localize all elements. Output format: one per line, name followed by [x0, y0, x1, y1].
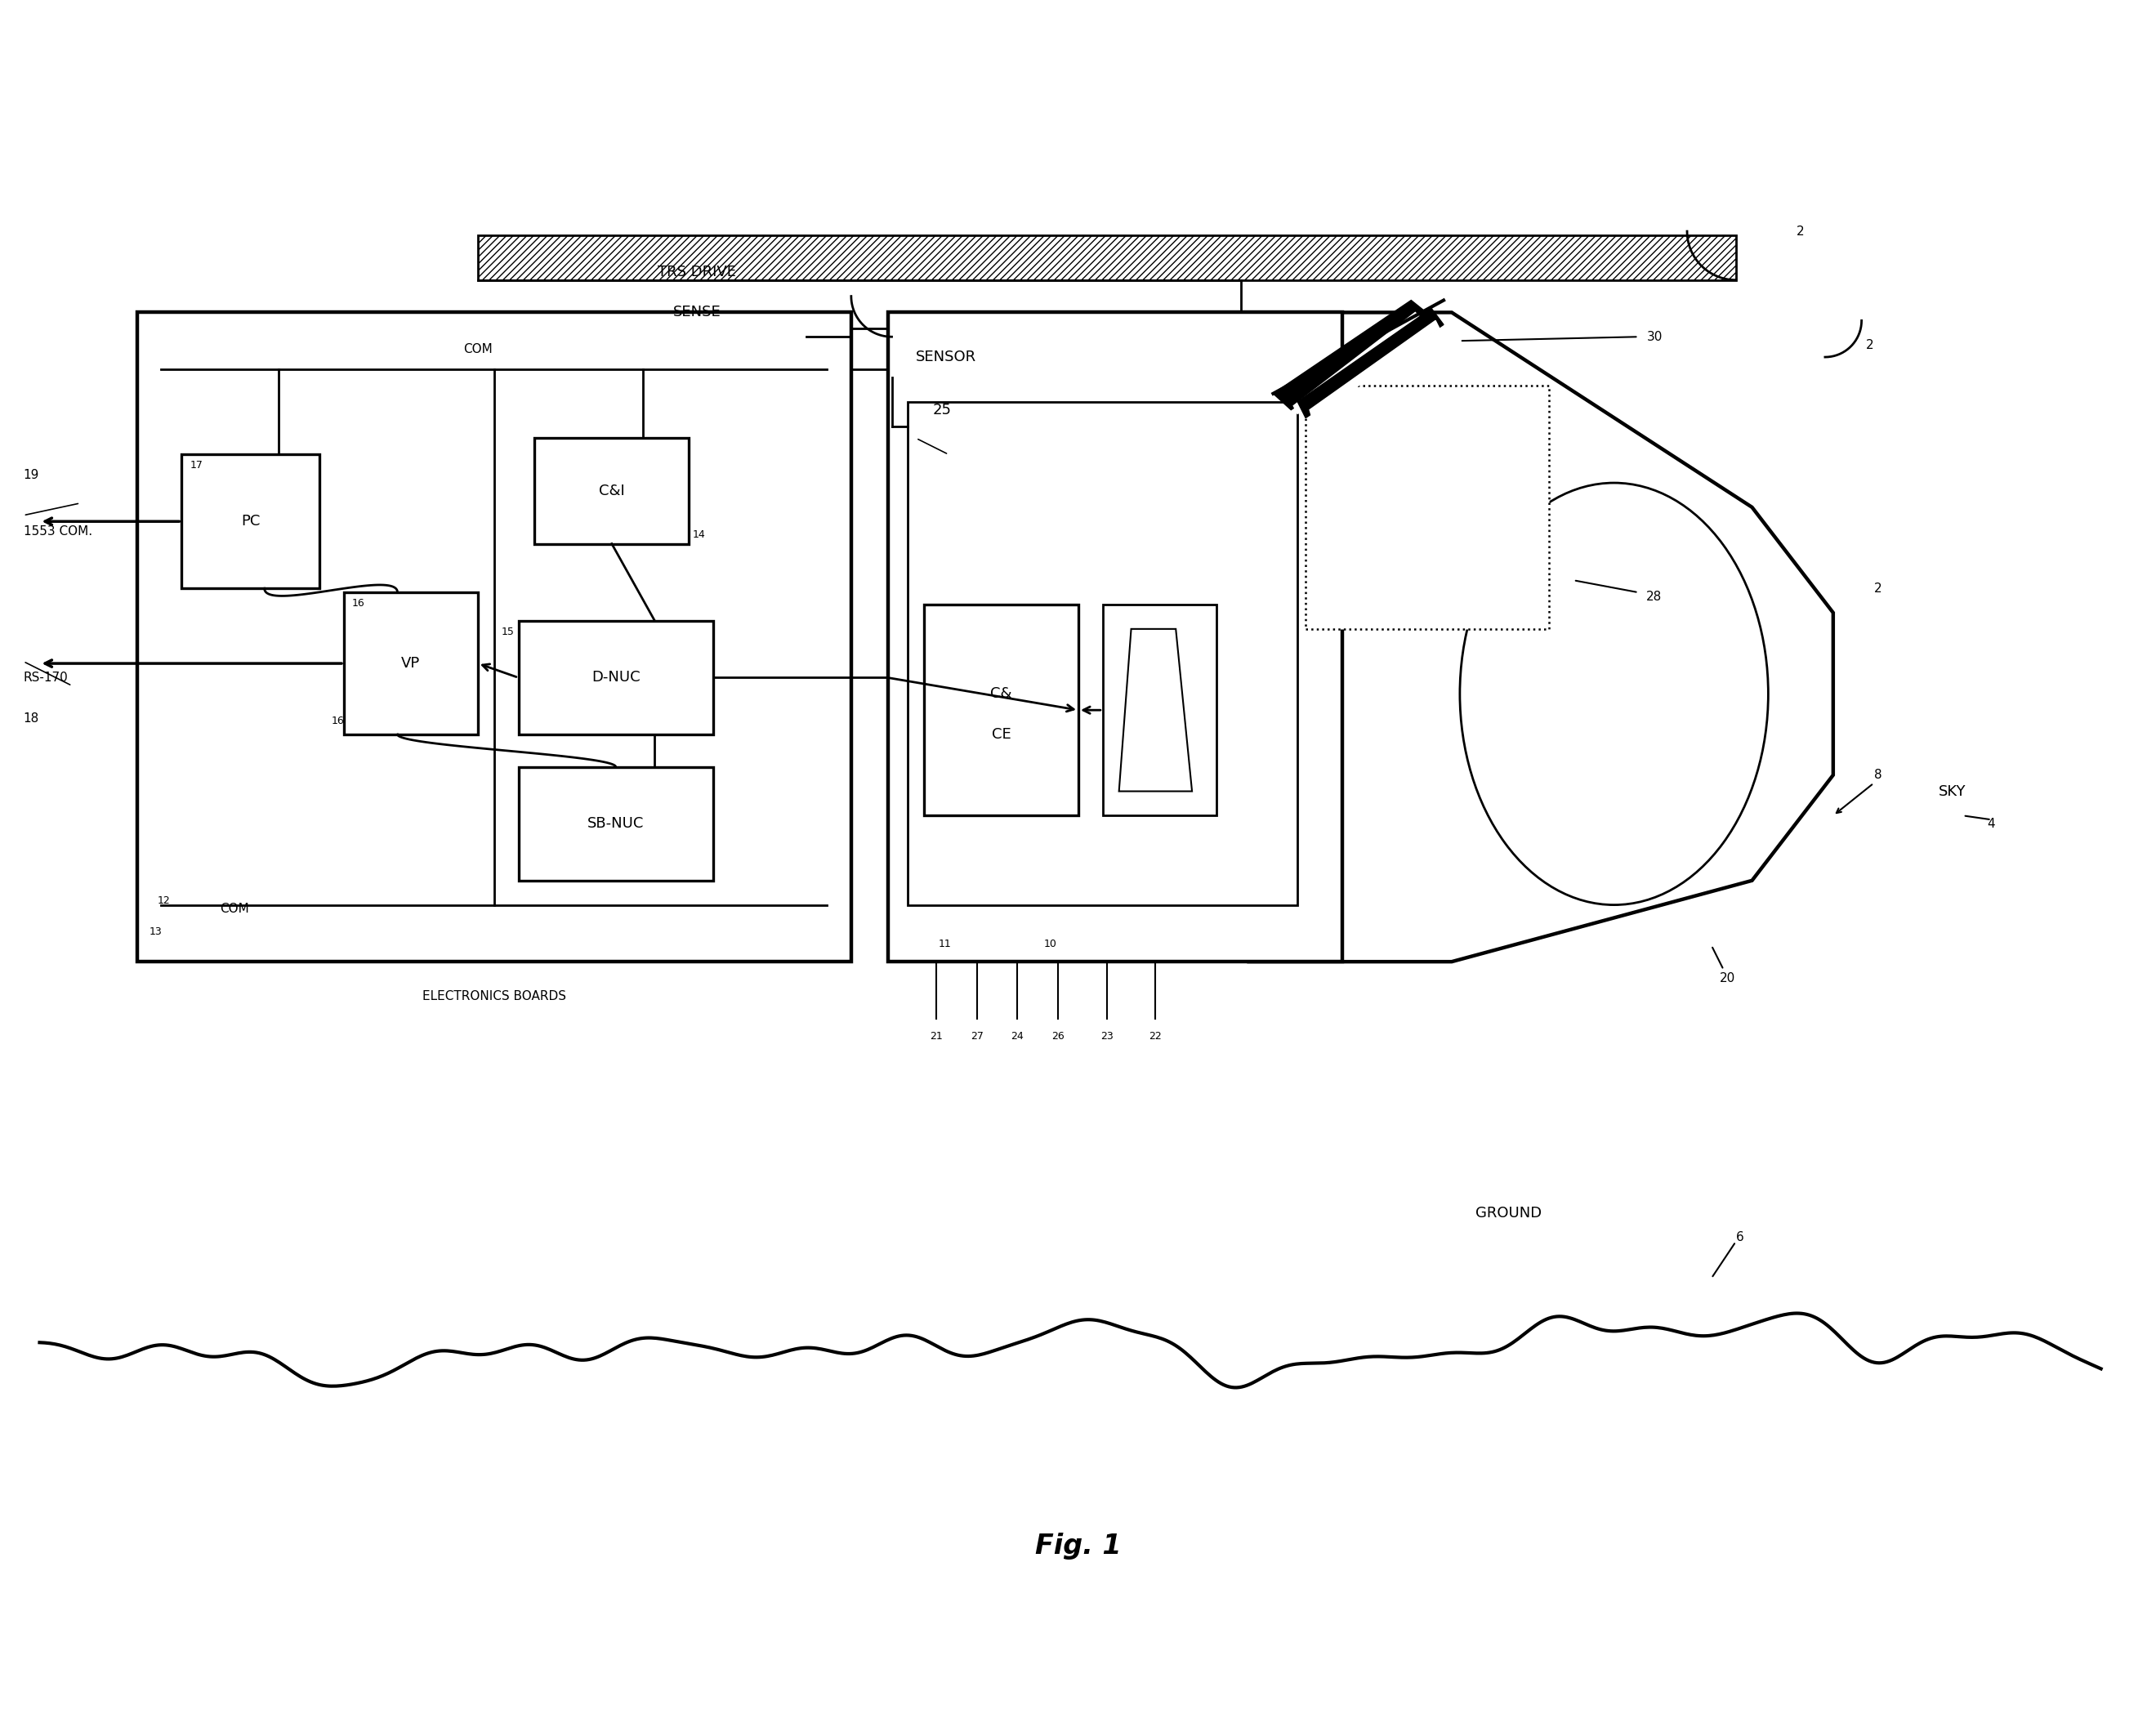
Text: 27: 27 — [970, 1030, 983, 1042]
Text: VP: VP — [401, 656, 420, 670]
Text: 19: 19 — [24, 468, 39, 482]
Text: 2: 2 — [1796, 225, 1805, 238]
Text: 18: 18 — [24, 711, 39, 725]
Text: 23: 23 — [1100, 1030, 1112, 1042]
Text: C&I: C&I — [599, 483, 625, 499]
Text: 13: 13 — [149, 927, 162, 938]
Text: 24: 24 — [1011, 1030, 1024, 1042]
Text: 28: 28 — [1647, 590, 1662, 603]
Bar — [517, 620, 714, 735]
Text: SENSE: SENSE — [673, 305, 720, 321]
Polygon shape — [1298, 309, 1445, 418]
Text: 16: 16 — [332, 716, 345, 727]
Bar — [1102, 605, 1216, 816]
Text: 8: 8 — [1874, 770, 1882, 782]
Text: 25: 25 — [931, 403, 951, 417]
Text: 6: 6 — [1736, 1231, 1744, 1244]
Bar — [888, 312, 1343, 962]
Text: SENSOR: SENSOR — [916, 350, 977, 365]
Text: 30: 30 — [1647, 331, 1662, 343]
Text: RS-170: RS-170 — [24, 672, 69, 684]
Text: TRS DRIVE: TRS DRIVE — [658, 264, 735, 279]
Bar — [535, 439, 690, 543]
Text: ELECTRONICS BOARDS: ELECTRONICS BOARDS — [423, 991, 567, 1003]
Text: COM: COM — [220, 903, 248, 915]
Text: 20: 20 — [1720, 972, 1736, 984]
Text: 16: 16 — [351, 598, 364, 608]
Bar — [138, 312, 852, 962]
Text: 1553 COM.: 1553 COM. — [24, 526, 93, 538]
Bar — [181, 454, 319, 588]
Text: COM: COM — [464, 343, 492, 355]
Text: 17: 17 — [190, 459, 203, 471]
Bar — [925, 605, 1078, 816]
Text: D-NUC: D-NUC — [591, 670, 640, 686]
Text: 22: 22 — [1149, 1030, 1162, 1042]
Bar — [479, 235, 1736, 279]
Bar — [517, 766, 714, 881]
Bar — [1307, 386, 1550, 629]
Text: 2: 2 — [1874, 583, 1882, 595]
Polygon shape — [1248, 312, 1833, 962]
Text: 14: 14 — [692, 530, 705, 540]
Polygon shape — [1309, 321, 1440, 418]
Text: 2: 2 — [1865, 339, 1874, 351]
Text: SKY: SKY — [1938, 783, 1966, 799]
Polygon shape — [1274, 300, 1432, 410]
Bar — [345, 593, 479, 735]
Text: 12: 12 — [157, 895, 170, 907]
Text: Fig. 1: Fig. 1 — [1035, 1532, 1121, 1560]
Text: C&: C& — [990, 687, 1011, 701]
Text: 11: 11 — [938, 939, 951, 950]
Text: PC: PC — [241, 514, 261, 530]
Polygon shape — [1119, 629, 1192, 792]
Ellipse shape — [1460, 483, 1768, 905]
Text: GROUND: GROUND — [1475, 1207, 1542, 1220]
Text: 10: 10 — [1044, 939, 1056, 950]
Text: 15: 15 — [502, 627, 515, 638]
Polygon shape — [1294, 312, 1423, 413]
Text: SB-NUC: SB-NUC — [586, 816, 645, 831]
Bar — [908, 401, 1298, 905]
Text: CE: CE — [992, 727, 1011, 742]
Text: 4: 4 — [1988, 818, 1994, 830]
Text: 26: 26 — [1052, 1030, 1065, 1042]
Text: 21: 21 — [929, 1030, 942, 1042]
